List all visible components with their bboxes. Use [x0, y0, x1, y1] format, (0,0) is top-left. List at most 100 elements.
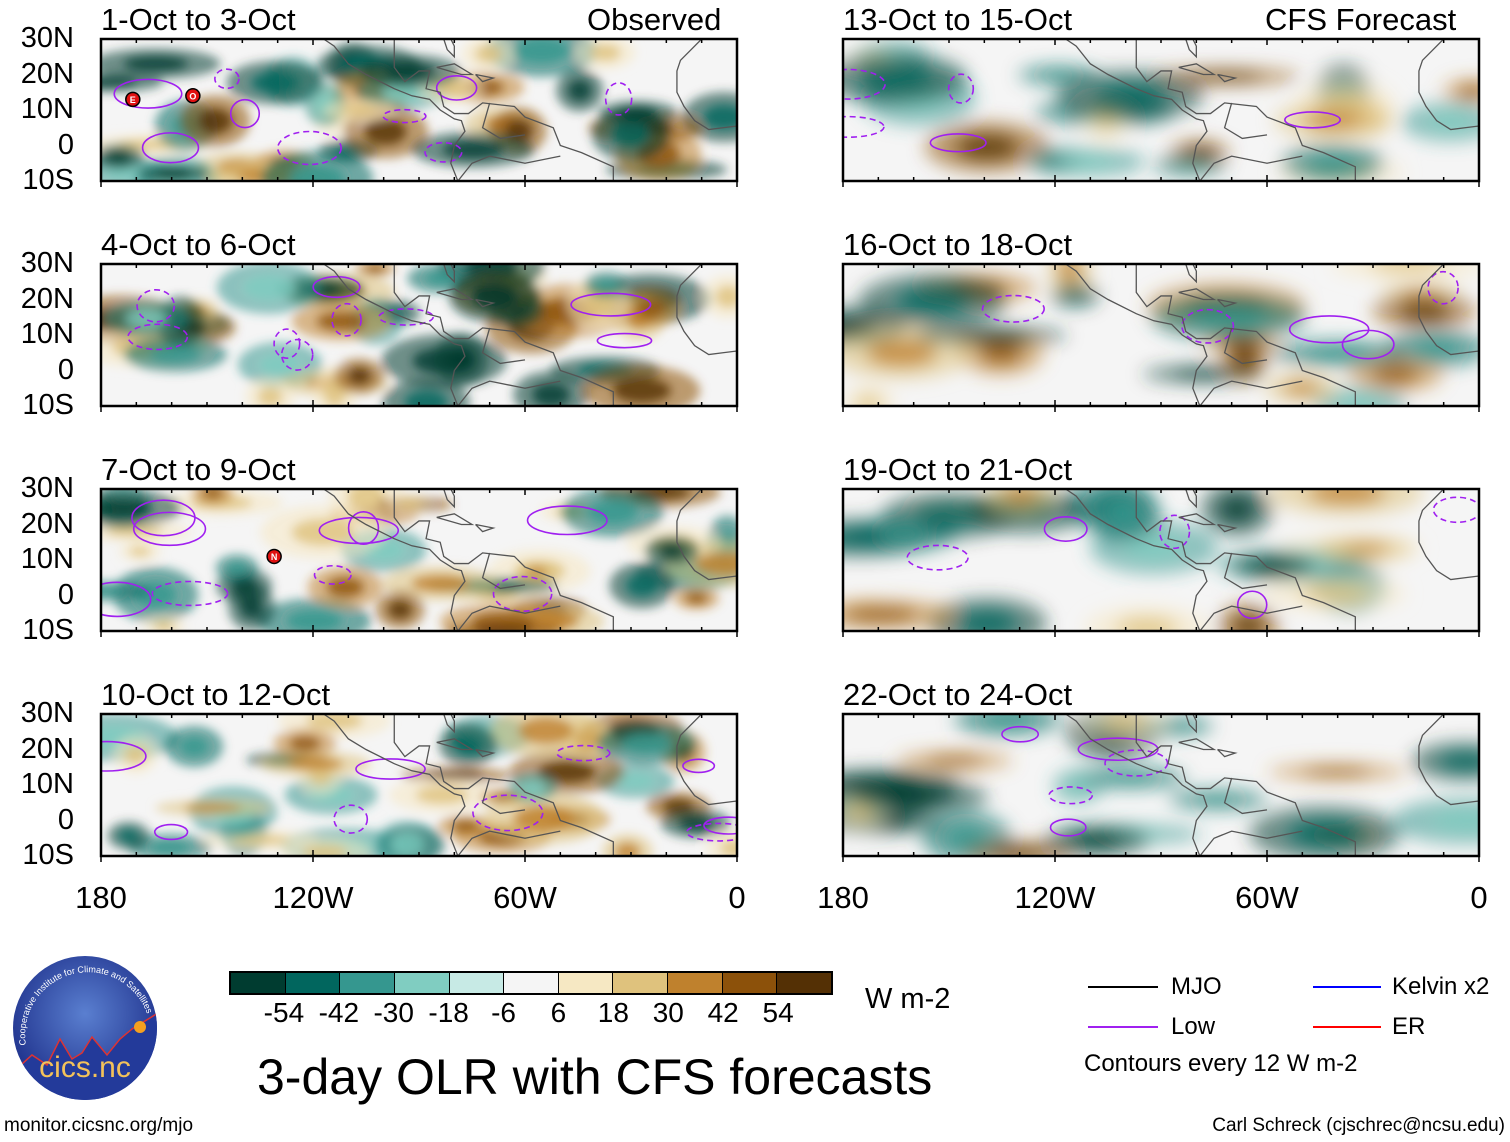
lat-tick-label: 0: [57, 578, 74, 611]
coastline: [1223, 327, 1268, 365]
low-contour: [273, 328, 301, 360]
olr-anomaly-blob: [1307, 153, 1359, 174]
low-contour: [382, 108, 427, 124]
low-contour: [318, 516, 400, 545]
low-contour: [981, 294, 1045, 323]
olr-anomaly-blob: [183, 803, 242, 813]
coastline: [1223, 777, 1268, 815]
svg-text:N: N: [271, 552, 278, 562]
colorbar-level-label: 54: [762, 997, 794, 1028]
coastline: [436, 63, 475, 76]
low-contour: [686, 822, 737, 842]
colorbar-bin: [393, 973, 449, 993]
olr-anomaly-blob: [1287, 819, 1363, 848]
olr-anomaly-blob: [1058, 264, 1081, 283]
olr-anomaly-blob: [250, 71, 300, 94]
low-contour: [333, 804, 369, 834]
low-contour: [682, 758, 716, 774]
coastline: [443, 264, 455, 284]
olr-anomaly-blob: [611, 120, 650, 148]
olr-anomaly-blob: [1056, 154, 1116, 170]
panel-title: 10-Oct to 12-Oct: [101, 677, 331, 712]
coastline: [475, 748, 496, 758]
olr-anomaly-blob: [1252, 559, 1295, 573]
low-contour: [101, 740, 147, 772]
footer-url[interactable]: monitor.cicsnc.org/mjo: [4, 1115, 194, 1136]
lat-tick-label: 10S: [22, 389, 74, 421]
olr-anomaly-blob: [424, 270, 458, 286]
olr-anomaly-blob: [625, 574, 659, 598]
panel-title: 13-Oct to 15-Oct: [843, 2, 1073, 37]
coastline: [1065, 714, 1208, 856]
olr-anomaly-blob: [155, 169, 192, 179]
low-contour: [435, 75, 478, 101]
legend-label-low: Low: [1171, 1013, 1216, 1040]
low-contour: [1427, 270, 1459, 305]
olr-map-panel: [841, 262, 1481, 412]
cics-logo: Cooperative Institute for Climate and Sa…: [13, 956, 157, 1100]
olr-anomaly-blob: [326, 576, 365, 598]
lat-tick-label: 10S: [22, 164, 74, 196]
coastline: [1178, 738, 1217, 751]
olr-anomaly-blob: [1429, 809, 1479, 833]
colorbar-bin: [612, 973, 668, 993]
lat-tick-label: 30N: [20, 22, 74, 54]
coastline: [1199, 380, 1303, 406]
olr-anomaly-blob: [239, 595, 263, 620]
low-contour: [1284, 111, 1341, 129]
coastline: [436, 738, 475, 751]
coastline: [1135, 39, 1356, 181]
olr-anomaly-blob: [1398, 301, 1451, 321]
coastline: [1418, 714, 1479, 806]
lat-tick-label: 10N: [20, 93, 74, 125]
olr-anomaly-blob: [621, 733, 672, 755]
lon-tick-label: 0: [1470, 880, 1488, 915]
olr-anomaly-blob: [855, 394, 882, 406]
low-contour: [1181, 308, 1235, 344]
olr-anomaly-blob: [1303, 110, 1363, 130]
coastline: [475, 523, 496, 533]
footer-credit: Carl Schreck (cjschrec@ncsu.edu): [1212, 1115, 1505, 1136]
olr-anomaly-blob: [197, 108, 233, 135]
olr-anomaly-blob: [926, 756, 984, 766]
low-contour: [1043, 516, 1088, 542]
tropical-cyclone-icon: O: [185, 88, 201, 104]
olr-anomaly-blob: [341, 104, 378, 117]
olr-anomaly-blob: [695, 552, 737, 576]
panel-title: 22-Oct to 24-Oct: [843, 677, 1073, 712]
low-contour: [229, 98, 261, 129]
coastline: [1178, 63, 1217, 76]
legend-label-er: ER: [1392, 1013, 1426, 1040]
colorbar-bin: [667, 973, 722, 993]
low-contour: [556, 744, 611, 762]
olr-anomaly-blob: [391, 832, 425, 856]
olr-anomaly-blob: [285, 609, 343, 631]
olr-anomaly-blob: [412, 347, 476, 375]
low-contour: [1001, 725, 1040, 743]
olr-anomaly-blob: [866, 340, 938, 367]
lat-tick-label: 10S: [22, 614, 74, 646]
svg-text:cics.nc: cics.nc: [39, 1051, 131, 1084]
coastline: [1199, 830, 1303, 856]
olr-anomaly-blob: [1302, 767, 1371, 777]
olr-anomaly-blob: [387, 600, 413, 620]
olr-anomaly-blob: [118, 828, 140, 843]
olr-anomaly-blob: [1106, 500, 1143, 528]
olr-anomaly-blob: [404, 390, 449, 406]
panel-title: 1-Oct to 3-Oct: [101, 2, 296, 37]
olr-anomaly-blob: [1173, 369, 1234, 379]
low-contour: [570, 292, 652, 317]
coastline: [1135, 264, 1356, 406]
coastline: [1217, 298, 1238, 308]
low-contour: [127, 323, 189, 351]
olr-anomaly-blob: [1335, 395, 1383, 406]
olr-anomaly-blob: [513, 39, 570, 64]
olr-anomaly-blob: [1184, 145, 1215, 158]
olr-anomaly-blob: [471, 284, 518, 310]
lat-tick-label: 20N: [20, 57, 74, 90]
low-contour: [347, 511, 380, 546]
low-contour: [1236, 590, 1268, 620]
olr-map-panel: [841, 487, 1481, 637]
olr-anomaly-blob: [956, 134, 1019, 160]
olr-anomaly-blob: [125, 309, 168, 328]
